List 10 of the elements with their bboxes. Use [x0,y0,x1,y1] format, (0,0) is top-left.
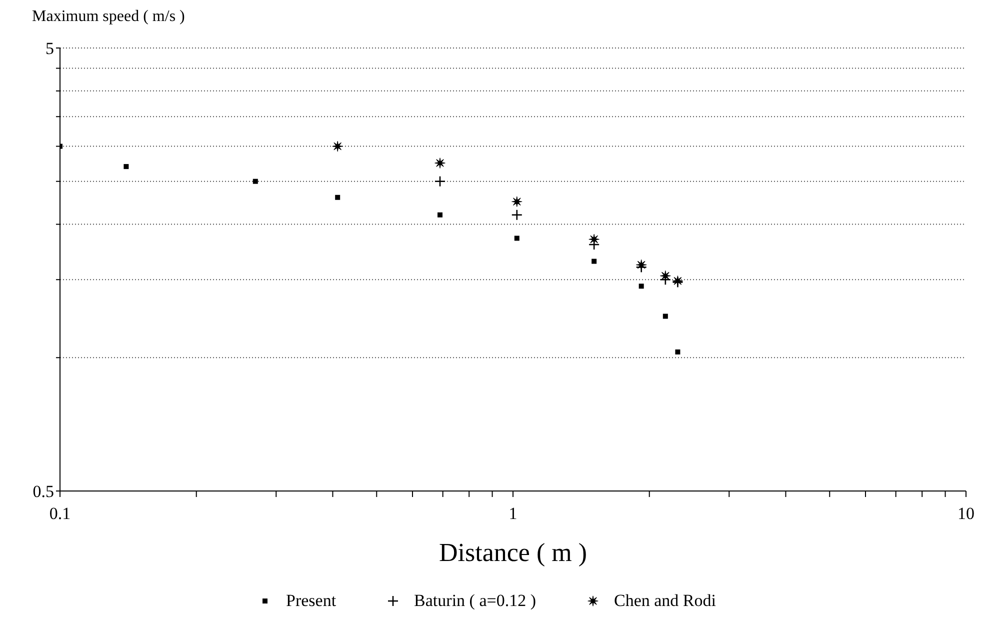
y-tick-label: 5 [46,39,54,58]
x-tick-label: 10 [958,504,974,524]
legend-label: Chen and Rodi [614,591,716,611]
x-tick-label: 1 [508,504,518,524]
x-axis-title: Distance ( m ) [438,538,588,567]
legend-label: Present [286,591,336,611]
y-axis-title: Maximum speed ( m/s ) [32,8,185,26]
y-tick-label: 0.5 [32,482,54,502]
x-tick-label: 0.1 [49,504,71,524]
legend-label: Baturin ( a=0.12 ) [414,591,536,611]
